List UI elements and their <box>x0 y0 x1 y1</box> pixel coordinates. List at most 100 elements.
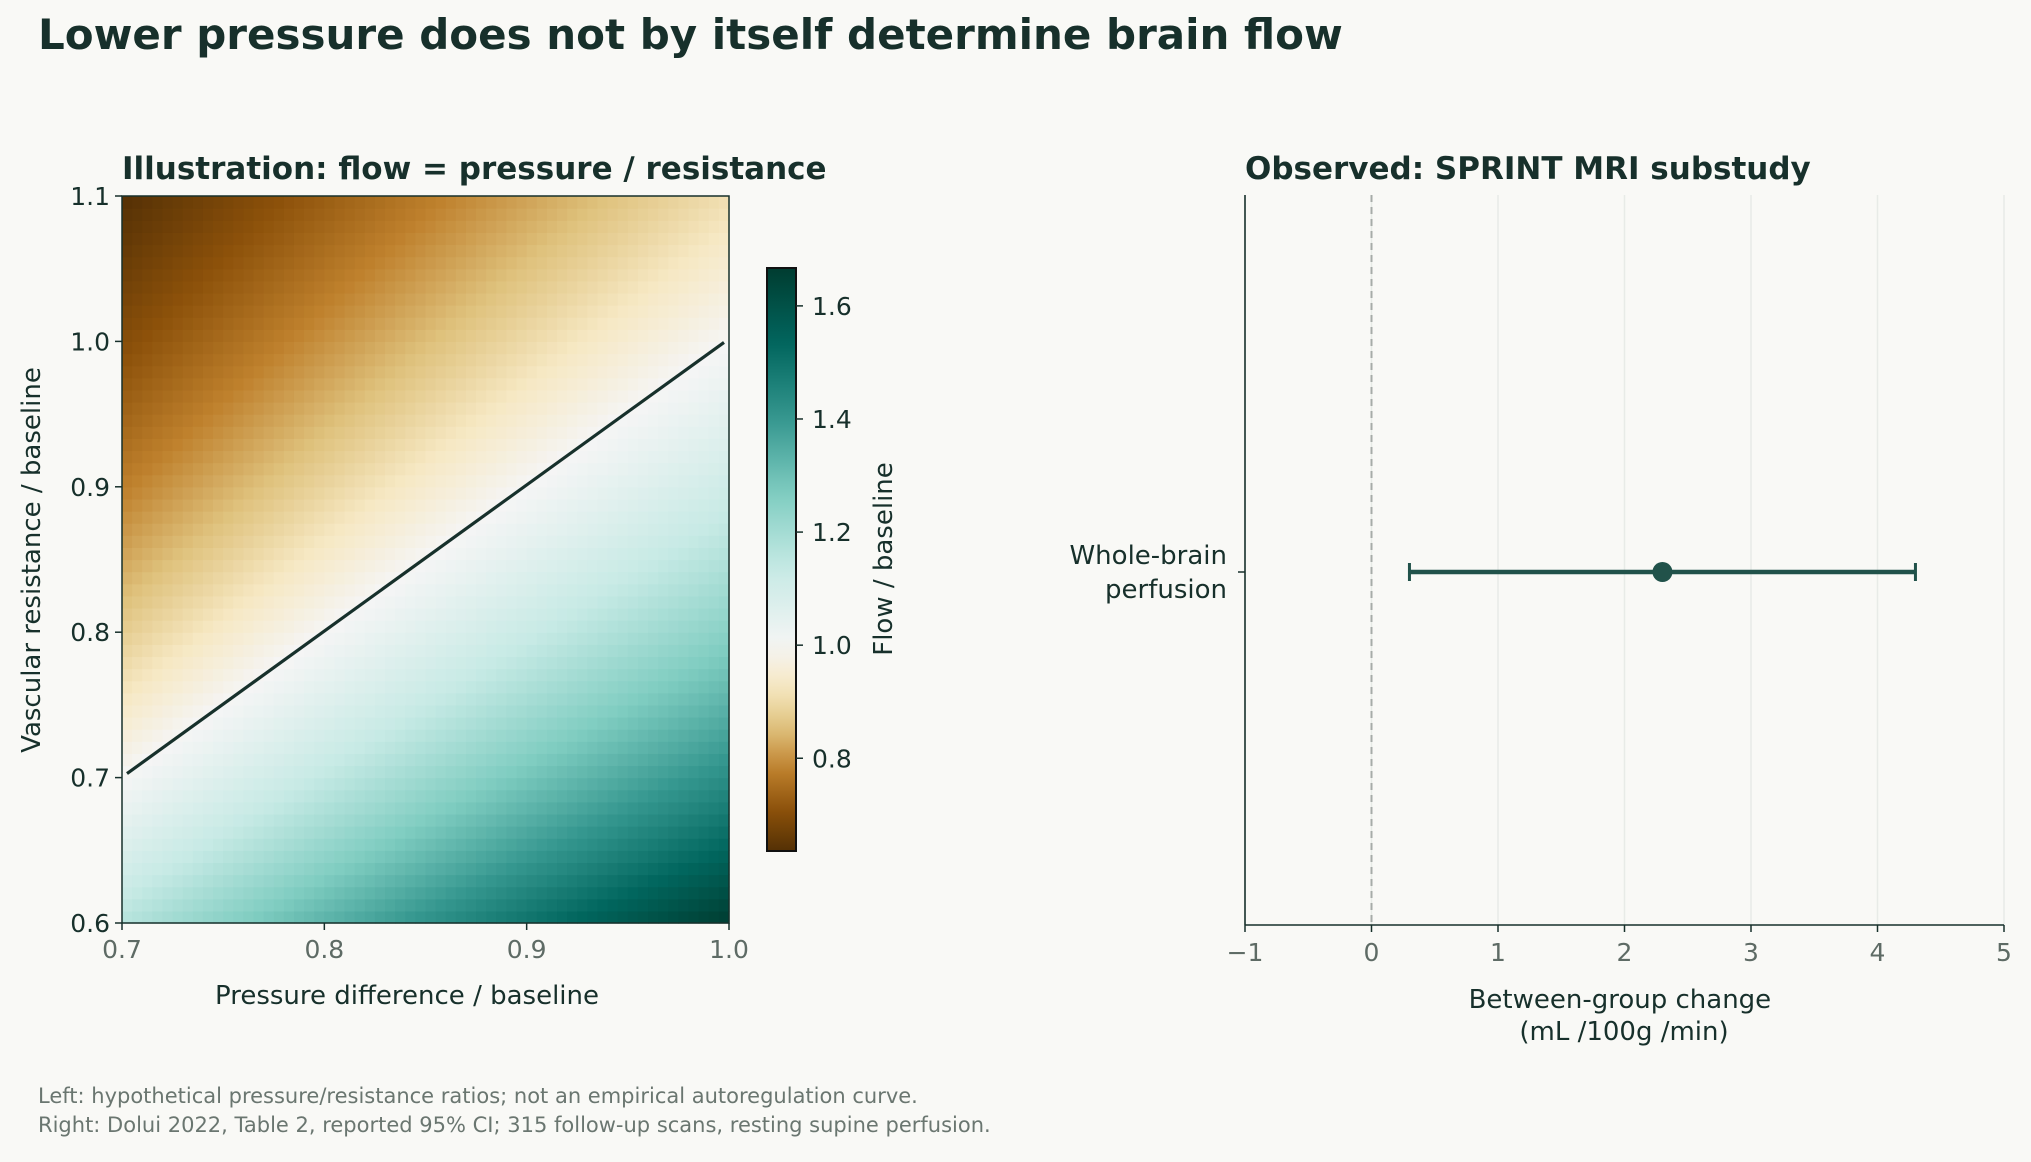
heatmap-cell <box>526 656 538 670</box>
heatmap-cell <box>263 438 275 452</box>
heatmap-cell <box>354 305 366 318</box>
heatmap-cell <box>395 898 406 912</box>
heatmap-cell <box>435 511 447 524</box>
heatmap-cell <box>293 365 305 379</box>
heatmap-cell <box>354 414 366 427</box>
heatmap-cell <box>506 365 518 379</box>
heatmap-cell <box>526 256 538 270</box>
colorbar-gradient <box>766 267 797 852</box>
heatmap-cell <box>486 256 497 270</box>
heatmap-cell <box>223 220 234 233</box>
heatmap-cell <box>395 607 406 621</box>
heatmap-cell <box>273 244 285 258</box>
heatmap-cell <box>435 280 447 294</box>
heatmap-cell <box>526 813 538 827</box>
heatmap-cell <box>223 244 234 258</box>
heatmap-cell <box>688 196 700 209</box>
heatmap-cell <box>293 317 305 330</box>
heatmap-cell <box>546 317 558 330</box>
heatmap-cell <box>162 862 174 876</box>
heatmap-cell <box>597 668 609 682</box>
heatmap-cell <box>324 280 336 294</box>
heatmap-cell <box>486 462 497 476</box>
heatmap-cell <box>607 511 619 524</box>
heatmap-cell <box>415 729 427 742</box>
heatmap-cell <box>445 305 457 318</box>
heatmap-cell <box>425 329 437 342</box>
heatmap-cell <box>374 196 386 209</box>
heatmap-cell <box>304 523 315 536</box>
heatmap-cell <box>567 644 578 658</box>
heatmap-cell <box>293 244 305 258</box>
heatmap-cell <box>465 644 477 658</box>
heatmap-cell <box>314 717 325 730</box>
heatmap-cell <box>607 535 619 548</box>
heatmap-cell <box>344 317 356 330</box>
heatmap-cell <box>273 208 285 221</box>
heatmap-cell <box>445 644 457 658</box>
heatmap-cell <box>637 547 649 561</box>
heatmap-cell <box>395 741 406 754</box>
heatmap-cell <box>202 813 214 827</box>
heatmap-cell <box>152 220 164 233</box>
heatmap-cell <box>344 305 356 318</box>
heatmap-cell <box>263 741 275 754</box>
heatmap-cell <box>506 704 518 718</box>
heatmap-cell <box>567 256 578 270</box>
heatmap-cell <box>465 656 477 670</box>
heatmap-cell <box>324 571 336 585</box>
heatmap-cell <box>577 850 588 864</box>
heatmap-cell <box>334 826 346 839</box>
heatmap-cell <box>506 196 518 209</box>
heatmap-cell <box>455 741 467 754</box>
heatmap-cell <box>132 208 143 221</box>
heatmap-cell <box>142 862 153 876</box>
heatmap-cell <box>172 789 184 803</box>
heatmap-cell <box>637 886 649 900</box>
heatmap-cell <box>708 850 720 864</box>
heatmap-cell <box>465 583 477 597</box>
heatmap-cell <box>385 450 396 464</box>
heatmap-cell <box>607 547 619 561</box>
heatmap-cell <box>516 414 528 427</box>
heatmap-cell <box>202 232 214 246</box>
heatmap-cell <box>334 256 346 270</box>
heatmap-cell <box>658 910 669 924</box>
heatmap-cell <box>668 741 680 754</box>
forest-plot-x-axis-label-line-1: Between-group change <box>1469 985 1772 1015</box>
heatmap-cell <box>273 813 285 827</box>
heatmap-cell <box>587 208 599 221</box>
heatmap-cell <box>648 607 659 621</box>
heatmap-cell <box>213 353 224 367</box>
heatmap-cell <box>122 801 133 815</box>
heatmap-cell <box>334 559 346 573</box>
heatmap-cell <box>213 704 224 718</box>
heatmap-cell <box>678 813 690 827</box>
heatmap-cell <box>718 826 730 839</box>
heatmap-cell <box>718 474 730 488</box>
heatmap-cell <box>132 692 143 706</box>
heatmap-cell <box>465 280 477 294</box>
heatmap-cell <box>465 498 477 512</box>
heatmap-cell <box>162 280 174 294</box>
heatmap-cell <box>263 341 275 355</box>
heatmap-cell <box>698 862 710 876</box>
heatmap-cell <box>273 910 285 924</box>
heatmap-cell <box>122 777 133 791</box>
heatmap-cell <box>546 741 558 754</box>
heatmap-cell <box>395 305 406 318</box>
heatmap-cell <box>526 838 538 851</box>
heatmap-cell <box>213 644 224 658</box>
heatmap-cell <box>617 377 629 391</box>
heatmap-cell <box>283 571 295 585</box>
heatmap-cell <box>213 547 224 561</box>
heatmap-cell <box>516 583 528 597</box>
heatmap-cell <box>546 462 558 476</box>
heatmap-cell <box>182 607 194 621</box>
heatmap-cell <box>496 826 508 839</box>
heatmap-cell <box>425 898 437 912</box>
heatmap-cell <box>233 910 244 924</box>
heatmap-cell <box>506 729 518 742</box>
heatmap-cell <box>273 571 285 585</box>
heatmap-cell <box>688 753 700 767</box>
